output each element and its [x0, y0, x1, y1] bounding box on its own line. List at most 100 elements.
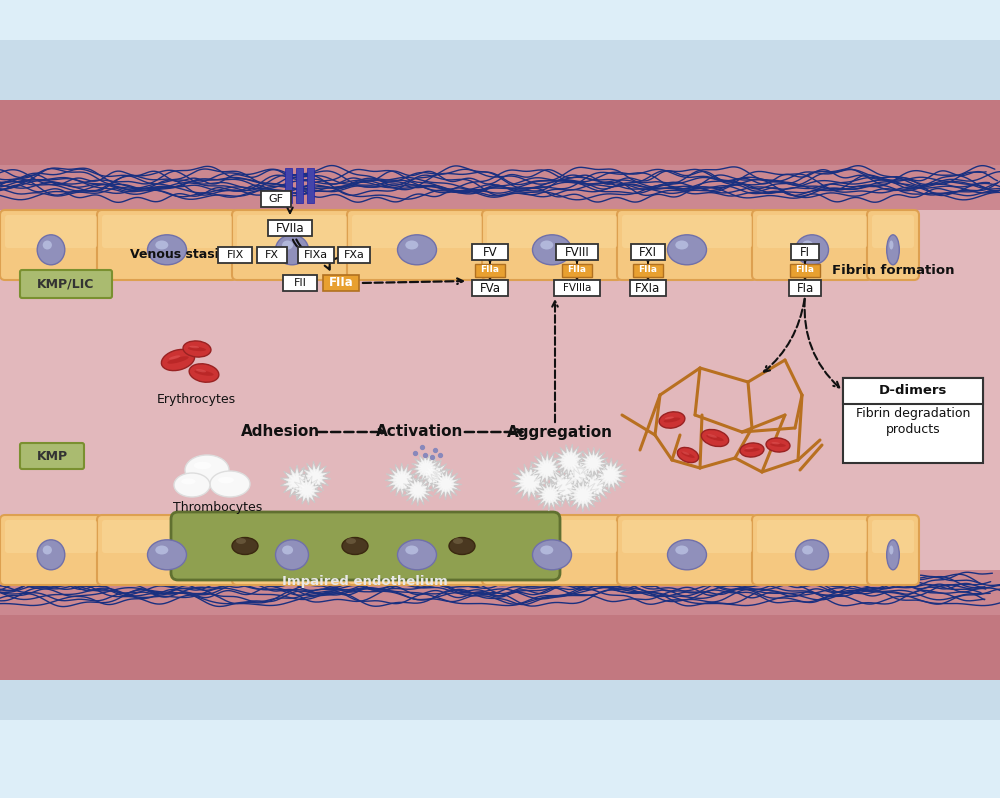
Ellipse shape — [342, 538, 368, 555]
Text: Fibrin formation: Fibrin formation — [832, 263, 954, 276]
FancyBboxPatch shape — [617, 210, 757, 280]
Bar — [472, 244, 508, 260]
Bar — [789, 280, 821, 296]
Ellipse shape — [148, 539, 186, 570]
Bar — [285, 168, 292, 203]
Bar — [0, 40, 1000, 110]
Bar — [0, 720, 1000, 798]
Bar — [0, 100, 1000, 165]
FancyBboxPatch shape — [872, 520, 914, 553]
Bar — [283, 275, 317, 291]
Ellipse shape — [43, 240, 52, 250]
Ellipse shape — [681, 452, 695, 458]
Text: FIa: FIa — [796, 282, 814, 294]
Polygon shape — [577, 467, 613, 503]
FancyBboxPatch shape — [97, 210, 237, 280]
Ellipse shape — [796, 539, 828, 570]
Ellipse shape — [677, 448, 699, 463]
Bar — [323, 275, 359, 291]
Bar — [475, 263, 505, 276]
Text: FXa: FXa — [344, 250, 364, 260]
Text: Adhesion: Adhesion — [240, 425, 320, 440]
Ellipse shape — [682, 452, 689, 455]
Text: Erythrocytes: Erythrocytes — [156, 393, 236, 406]
Ellipse shape — [183, 341, 211, 357]
Bar — [268, 220, 312, 236]
Polygon shape — [529, 451, 565, 487]
Ellipse shape — [668, 539, 706, 570]
Bar — [307, 168, 314, 203]
Polygon shape — [569, 461, 591, 484]
Ellipse shape — [346, 538, 356, 544]
FancyBboxPatch shape — [867, 515, 919, 585]
FancyBboxPatch shape — [757, 215, 867, 248]
Polygon shape — [577, 447, 609, 479]
Text: FV: FV — [483, 246, 497, 259]
FancyBboxPatch shape — [487, 215, 617, 248]
Text: products: products — [886, 424, 940, 437]
Polygon shape — [417, 459, 435, 477]
Ellipse shape — [276, 539, 308, 570]
Bar — [556, 244, 598, 260]
Ellipse shape — [37, 235, 65, 265]
Polygon shape — [583, 453, 603, 472]
Ellipse shape — [532, 539, 572, 570]
Ellipse shape — [744, 448, 760, 452]
Bar — [0, 680, 1000, 798]
Polygon shape — [566, 478, 600, 512]
Ellipse shape — [449, 538, 475, 555]
Ellipse shape — [189, 346, 199, 348]
Text: D-dimers: D-dimers — [879, 385, 947, 397]
Ellipse shape — [155, 546, 168, 555]
Polygon shape — [519, 471, 541, 493]
Ellipse shape — [707, 434, 717, 438]
Ellipse shape — [675, 546, 688, 555]
FancyBboxPatch shape — [752, 210, 872, 280]
FancyBboxPatch shape — [97, 515, 237, 585]
Ellipse shape — [276, 235, 308, 265]
Ellipse shape — [889, 240, 893, 250]
FancyBboxPatch shape — [0, 210, 102, 280]
Polygon shape — [593, 458, 627, 492]
Polygon shape — [292, 475, 322, 505]
Ellipse shape — [185, 455, 229, 485]
Bar — [630, 280, 666, 296]
FancyBboxPatch shape — [102, 215, 232, 248]
Bar — [791, 244, 819, 260]
Text: FIXa: FIXa — [304, 250, 328, 260]
Polygon shape — [584, 474, 606, 496]
Ellipse shape — [453, 538, 463, 544]
FancyBboxPatch shape — [752, 515, 872, 585]
Text: FIX: FIX — [226, 250, 244, 260]
FancyBboxPatch shape — [5, 215, 97, 248]
Bar — [554, 280, 600, 296]
Polygon shape — [385, 463, 419, 497]
Polygon shape — [534, 479, 566, 511]
Ellipse shape — [706, 435, 724, 441]
Polygon shape — [573, 485, 593, 505]
Polygon shape — [511, 463, 549, 501]
Polygon shape — [299, 461, 331, 493]
Polygon shape — [411, 453, 441, 483]
Ellipse shape — [398, 539, 436, 570]
Ellipse shape — [148, 235, 186, 265]
Text: Aggregation: Aggregation — [507, 425, 613, 440]
FancyBboxPatch shape — [482, 210, 622, 280]
Polygon shape — [298, 481, 316, 499]
Ellipse shape — [889, 546, 893, 555]
Text: FIIa: FIIa — [639, 266, 658, 275]
Bar — [631, 244, 665, 260]
FancyBboxPatch shape — [347, 515, 487, 585]
Ellipse shape — [405, 240, 418, 250]
Text: FVIII: FVIII — [565, 246, 589, 259]
Ellipse shape — [189, 364, 219, 382]
FancyBboxPatch shape — [237, 215, 347, 248]
Ellipse shape — [174, 473, 210, 497]
Polygon shape — [560, 451, 580, 471]
Ellipse shape — [740, 443, 764, 457]
Ellipse shape — [802, 240, 813, 250]
Ellipse shape — [232, 538, 258, 555]
Text: GF: GF — [268, 194, 284, 204]
Ellipse shape — [167, 356, 189, 364]
FancyBboxPatch shape — [347, 210, 487, 280]
